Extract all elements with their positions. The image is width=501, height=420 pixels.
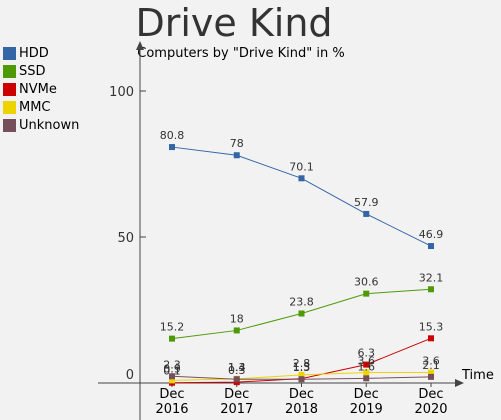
data-label-nvme-4: 15.3 — [419, 320, 444, 333]
legend-label-ssd: SSD — [19, 63, 46, 79]
data-point-unknown-4 — [428, 373, 434, 380]
data-label-ssd-4: 32.1 — [419, 271, 444, 284]
x-axis-arrow — [455, 379, 464, 387]
data-point-nvme-4 — [428, 335, 434, 342]
data-label-unknown-2: 1.3 — [293, 361, 311, 374]
data-label-unknown-4: 2.1 — [422, 359, 440, 372]
data-point-ssd-3 — [363, 290, 370, 297]
data-point-hdd-1 — [233, 152, 240, 159]
data-label-nvme-2: 1.5 — [293, 361, 311, 374]
data-label-nvme-3: 6.3 — [358, 347, 376, 360]
data-point-unknown-0 — [169, 373, 175, 380]
data-point-mmc-2 — [298, 371, 305, 378]
data-label-ssd-2: 23.8 — [289, 296, 314, 309]
data-point-mmc-0 — [169, 377, 175, 384]
data-label-mmc-3: 3.6 — [358, 354, 376, 367]
data-point-ssd-1 — [233, 327, 240, 334]
data-point-unknown-2 — [298, 376, 305, 383]
legend-swatch-nvme — [3, 82, 16, 96]
x-tick-label-3: Dec — [354, 387, 379, 402]
data-point-hdd-0 — [169, 144, 175, 151]
data-point-nvme-3 — [363, 361, 370, 368]
data-point-mmc-4 — [428, 369, 434, 376]
data-point-ssd-2 — [298, 310, 305, 317]
x-tick-label-2: Dec — [289, 387, 314, 402]
data-point-hdd-3 — [363, 210, 370, 217]
y-axis-arrow — [136, 41, 144, 50]
data-point-ssd-0 — [169, 335, 175, 342]
data-label-unknown-1: 1.3 — [228, 361, 246, 374]
chart-title: Drive Kind — [135, 1, 332, 45]
legend-item-ssd: SSD — [3, 62, 79, 80]
x-axis-label: Time — [461, 368, 494, 383]
data-label-hdd-1: 78 — [230, 137, 244, 150]
x-tick-label-0: Dec — [159, 387, 184, 402]
data-label-nvme-1: 0.3 — [228, 364, 246, 377]
y-ticks: 0 50 100 — [109, 85, 146, 383]
data-label-unknown-3: 1.6 — [358, 360, 376, 373]
data-point-unknown-3 — [363, 375, 370, 382]
legend-label-hdd: HDD — [19, 45, 49, 61]
legend-item-nvme: NVMe — [3, 80, 79, 98]
y-tick-label-100: 100 — [109, 85, 134, 100]
series-hdd: 80.8 78 70.1 57.9 46.9 — [160, 129, 444, 250]
x-tick-label-4-line2: 2020 — [414, 402, 447, 417]
chart-subtitle: Computers by "Drive Kind" in % — [137, 46, 344, 61]
legend-item-hdd: HDD — [3, 44, 79, 62]
series-ssd: 15.2 18 23.8 30.6 32.1 — [160, 271, 444, 342]
x-tick-label-2-line2: 2018 — [285, 402, 318, 417]
legend-swatch-unknown — [3, 118, 16, 132]
x-tick-label-0-line2: 2016 — [155, 402, 188, 417]
y-tick-label-0: 0 — [126, 368, 134, 383]
data-label-ssd-1: 18 — [230, 312, 244, 325]
legend-label-unknown: Unknown — [19, 117, 80, 133]
data-label-hdd-0: 80.8 — [160, 129, 185, 142]
data-label-ssd-0: 15.2 — [160, 321, 185, 334]
data-label-mmc-0: 0.9 — [163, 362, 181, 375]
legend-item-unknown: Unknown — [3, 116, 79, 134]
legend-item-mmc: MMC — [3, 98, 79, 116]
legend: HDD SSD NVMe MMC Unknown — [3, 44, 79, 134]
legend-swatch-mmc — [3, 100, 16, 114]
data-label-nvme-0: 0.1 — [163, 365, 181, 378]
data-label-unknown-0: 2.3 — [163, 358, 181, 371]
x-tick-label-1: Dec — [224, 387, 249, 402]
data-label-hdd-2: 70.1 — [289, 160, 314, 173]
data-label-ssd-3: 30.6 — [354, 276, 379, 289]
data-label-hdd-4: 46.9 — [419, 228, 444, 241]
data-point-ssd-4 — [428, 286, 434, 293]
y-tick-label-50: 50 — [117, 231, 134, 246]
x-tick-label-4: Dec — [418, 387, 443, 402]
legend-label-nvme: NVMe — [19, 81, 57, 97]
data-point-mmc-3 — [363, 369, 370, 376]
data-label-mmc-4: 3.6 — [422, 354, 440, 367]
data-label-hdd-3: 57.9 — [354, 196, 379, 209]
legend-label-mmc: MMC — [19, 99, 51, 115]
data-point-hdd-2 — [298, 175, 305, 182]
data-point-hdd-4 — [428, 243, 434, 250]
data-point-unknown-1 — [233, 376, 240, 383]
data-label-mmc-2: 2.8 — [293, 357, 311, 370]
x-tick-label-1-line2: 2017 — [220, 402, 253, 417]
legend-swatch-hdd — [3, 46, 16, 60]
data-label-mmc-1: 1.4 — [228, 361, 246, 374]
series-unknown: 2.3 1.3 1.3 1.6 2.1 — [163, 358, 440, 383]
legend-swatch-ssd — [3, 64, 16, 78]
x-tick-label-3-line2: 2019 — [350, 402, 383, 417]
